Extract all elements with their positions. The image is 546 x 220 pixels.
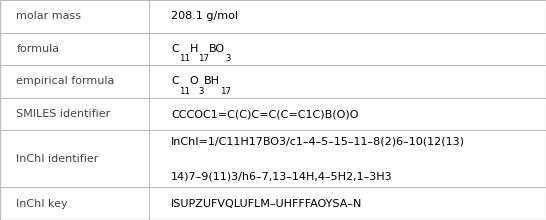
Text: InChI key: InChI key [16,199,68,209]
Text: 208.1 g/mol: 208.1 g/mol [171,11,238,21]
Text: 11: 11 [179,87,189,96]
Text: 17: 17 [198,54,209,63]
Text: C: C [171,44,179,54]
Text: 3: 3 [198,87,204,96]
Text: SMILES identifier: SMILES identifier [16,109,111,119]
Text: BH: BH [204,77,220,86]
Text: 17: 17 [220,87,231,96]
Text: ISUPZUFVQLUFLM–UHFFFAOYSA–N: ISUPZUFVQLUFLM–UHFFFAOYSA–N [171,199,363,209]
Text: 14)7–9(11)3/h6–7,13–14H,4–5H2,1–3H3: 14)7–9(11)3/h6–7,13–14H,4–5H2,1–3H3 [171,171,393,181]
Text: 11: 11 [179,54,189,63]
Text: InChI identifier: InChI identifier [16,154,99,164]
Text: empirical formula: empirical formula [16,77,115,86]
Text: BO: BO [209,44,225,54]
Text: 3: 3 [225,54,230,63]
Text: O: O [189,77,198,86]
Text: molar mass: molar mass [16,11,81,21]
Text: H: H [189,44,198,54]
Text: C: C [171,77,179,86]
Text: CCCOC1=C(C)C=C(C=C1C)B(O)O: CCCOC1=C(C)C=C(C=C1C)B(O)O [171,109,358,119]
Text: InChI=1/C11H17BO3/c1–4–5–15–11–8(2)6–10(12(13): InChI=1/C11H17BO3/c1–4–5–15–11–8(2)6–10(… [171,137,465,147]
Text: formula: formula [16,44,60,54]
